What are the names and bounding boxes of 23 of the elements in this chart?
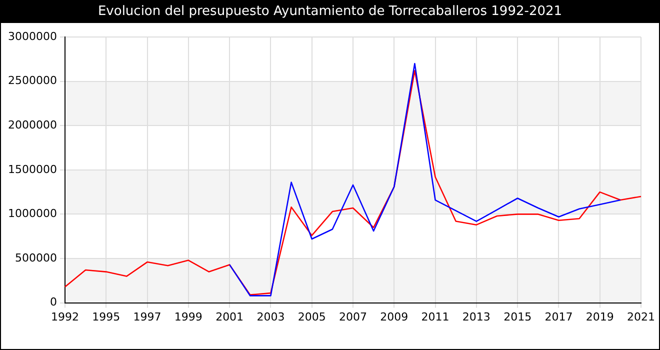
x-tick-label: 1992 [50, 310, 79, 324]
x-tick-label: 1995 [92, 310, 120, 324]
x-tick-label: 2001 [216, 310, 244, 324]
x-tick-label: 1999 [174, 310, 202, 324]
x-tick-label: 1997 [133, 310, 162, 324]
x-tick-label: 2003 [256, 310, 285, 324]
x-tick-label: 2017 [544, 310, 573, 324]
y-tick-label: 1500000 [8, 162, 57, 176]
y-tick-label: 1000000 [8, 207, 57, 220]
y-tick-label: 0 [50, 296, 57, 309]
y-tick-label: 3000000 [8, 30, 57, 43]
x-tick-label: 2021 [627, 310, 655, 324]
x-tick-label: 2011 [421, 310, 450, 324]
x-tick-label: 2005 [298, 310, 326, 324]
chart-title: Evolucion del presupuesto Ayuntamiento de Torrecaballeros 1992-2021 [1, 1, 659, 23]
y-tick-label: 500000 [14, 251, 57, 264]
x-tick-label: 2019 [586, 310, 614, 324]
x-tick-label: 2009 [380, 310, 408, 324]
x-tick-label: 2015 [504, 310, 532, 324]
y-tick-label: 2000000 [8, 118, 57, 132]
y-tick-label: 2500000 [8, 74, 57, 88]
x-tick-label: 2013 [462, 310, 490, 324]
x-tick-label: 2007 [338, 310, 367, 324]
